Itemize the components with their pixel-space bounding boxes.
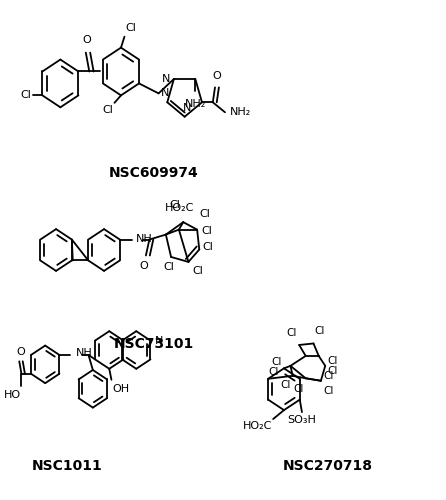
Text: Cl: Cl	[203, 242, 214, 252]
Text: Cl: Cl	[315, 326, 325, 336]
Text: Cl: Cl	[323, 371, 334, 381]
Text: Cl: Cl	[323, 386, 334, 396]
Text: OH: OH	[113, 384, 130, 394]
Text: NSC1011: NSC1011	[32, 460, 102, 473]
Text: O: O	[83, 35, 91, 45]
Text: NH: NH	[136, 234, 153, 243]
Text: Cl: Cl	[293, 384, 304, 394]
Text: O: O	[139, 262, 148, 272]
Text: Cl: Cl	[21, 90, 32, 101]
Text: Cl: Cl	[199, 208, 210, 218]
Text: N: N	[182, 103, 191, 113]
Text: N: N	[162, 74, 170, 84]
Text: Cl: Cl	[164, 262, 174, 272]
Text: Cl: Cl	[268, 367, 278, 377]
Text: O: O	[16, 348, 25, 358]
Text: Cl: Cl	[327, 356, 338, 366]
Text: N: N	[155, 336, 163, 345]
Text: SO₃H: SO₃H	[288, 414, 316, 424]
Text: HO: HO	[4, 390, 21, 400]
Text: Cl: Cl	[272, 357, 282, 367]
Text: NSC609974: NSC609974	[109, 166, 198, 180]
Text: NH: NH	[75, 348, 92, 358]
Text: Cl: Cl	[202, 226, 212, 235]
Text: NSC73101: NSC73101	[114, 338, 194, 351]
Text: HO₂C: HO₂C	[165, 203, 194, 213]
Text: N: N	[161, 88, 170, 99]
Text: Cl: Cl	[287, 328, 297, 338]
Text: NH₂: NH₂	[230, 108, 252, 118]
Text: NSC270718: NSC270718	[282, 460, 372, 473]
Text: Cl: Cl	[125, 22, 136, 32]
Text: O: O	[212, 72, 221, 82]
Text: Cl: Cl	[280, 380, 290, 390]
Text: Cl: Cl	[169, 200, 180, 209]
Text: Cl: Cl	[327, 366, 338, 376]
Text: NH₂: NH₂	[185, 99, 206, 109]
Text: HO₂C: HO₂C	[243, 421, 272, 431]
Text: Cl: Cl	[102, 106, 113, 116]
Text: Cl: Cl	[192, 266, 203, 276]
